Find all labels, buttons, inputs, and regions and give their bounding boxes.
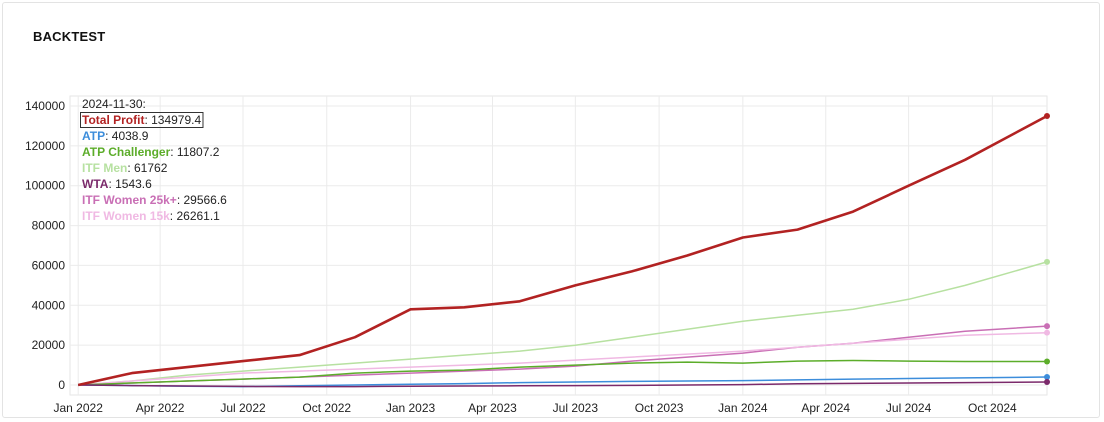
x-tick-label: Apr 2023 (468, 401, 517, 415)
series-line-atp-challenger (78, 359, 1047, 386)
y-tick-label: 20000 (32, 338, 66, 352)
x-tick-label: Oct 2022 (302, 401, 351, 415)
legend-series-value: : 134979.4 (144, 113, 201, 127)
y-tick-label: 120000 (25, 139, 65, 153)
legend-series-name: ATP Challenger (82, 145, 171, 159)
legend-item: WTA: 1543.6 (82, 177, 152, 191)
panel-title: BACKTEST (33, 29, 106, 44)
x-tick-label: Apr 2022 (136, 401, 185, 415)
legend-highlight-box (80, 112, 204, 128)
series-line-itf-women-25k- (78, 325, 1048, 386)
legend-series-name: WTA (82, 177, 109, 191)
x-tick-label: Jan 2022 (53, 401, 103, 415)
legend-series-value: : 29566.6 (177, 193, 227, 207)
legend-series-name: ITF Women 15k (82, 209, 170, 223)
legend-series-name: ITF Women 25k+ (82, 193, 177, 207)
legend-item: ITF Men: 61762 (82, 161, 168, 175)
legend-series-name: ATP (82, 129, 105, 143)
legend-item: ATP Challenger: 11807.2 (82, 145, 220, 159)
legend-series-value: : 61762 (127, 161, 167, 175)
x-tick-label: Jul 2022 (220, 401, 266, 415)
legend-item: ATP: 4038.9 (82, 129, 149, 143)
series-end-marker-total-profit (1044, 112, 1050, 119)
series-line-itf-men (78, 261, 1048, 386)
legend-series-name: ITF Men (82, 161, 127, 175)
series-end-marker-itf-women-25k- (1044, 323, 1050, 330)
legend-series-name: Total Profit (82, 113, 144, 127)
series-line-total-profit (77, 114, 1048, 387)
x-tick-label: Jan 2024 (718, 401, 768, 415)
y-tick-label: 60000 (32, 258, 66, 272)
x-tick-label: Oct 2024 (968, 401, 1017, 415)
series-end-marker-wta (1044, 378, 1050, 385)
x-tick-label: Oct 2023 (635, 401, 684, 415)
series-line-itf-women-15k (78, 331, 1048, 386)
tooltip-date: 2024-11-30: (82, 97, 146, 111)
legend-item: ITF Women 15k: 26261.1 (82, 209, 220, 223)
chart-series (77, 112, 1050, 388)
y-tick-label: 80000 (32, 219, 66, 233)
series-end-marker-atp (1044, 373, 1050, 380)
y-tick-label: 0 (58, 378, 65, 392)
x-tick-label: Jan 2023 (386, 401, 436, 415)
y-tick-label: 140000 (25, 99, 65, 113)
legend-series-value: : 4038.9 (105, 129, 149, 143)
chart-grid (69, 95, 1048, 396)
y-tick-label: 40000 (32, 298, 66, 312)
series-end-marker-atp-challenger (1044, 358, 1050, 365)
legend-series-value: : 11807.2 (170, 145, 219, 159)
series-line-wta (78, 381, 1048, 388)
legend-series-value: : 26261.1 (170, 209, 220, 223)
series-end-marker-itf-men (1044, 258, 1050, 265)
y-tick-label: 100000 (25, 179, 65, 193)
legend-series-value: : 1543.6 (108, 177, 152, 191)
legend-item: ITF Women 25k+: 29566.6 (82, 193, 227, 207)
x-tick-label: Jul 2024 (886, 401, 932, 415)
legend-item: Total Profit: 134979.4 (82, 113, 201, 127)
plot-area (69, 95, 1048, 396)
x-tick-label: Jul 2023 (553, 401, 599, 415)
hover-legend: 2024-11-30: Total Profit: 134979.4 ATP: 40… (80, 97, 227, 223)
x-axis: Jan 2022 Apr 2022 Jul 2022 Oct 2022 Jan 2023… (53, 401, 1017, 415)
series-end-marker-itf-women-15k (1044, 329, 1050, 336)
y-axis: 0 20000 40000 60000 80000 100000 120000 140000 (25, 99, 65, 392)
x-tick-label: Apr 2024 (801, 401, 850, 415)
